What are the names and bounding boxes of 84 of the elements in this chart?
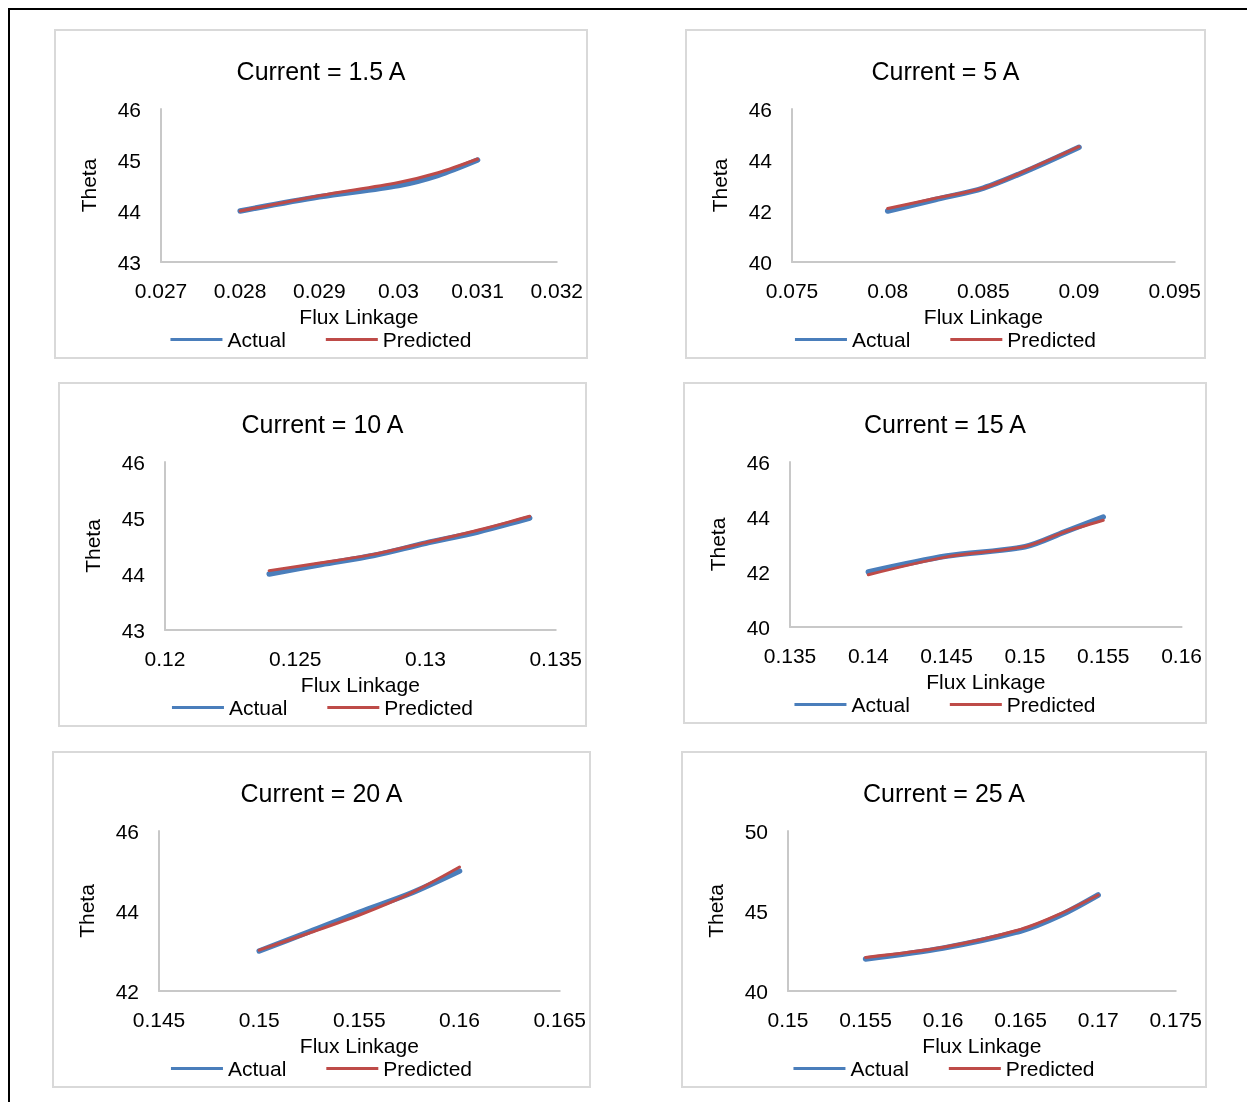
- y-tick-label: 45: [121, 506, 145, 530]
- y-tick-label: 45: [744, 899, 768, 923]
- x-tick-label: 0.15: [1004, 644, 1046, 667]
- legend-label: Predicted: [1005, 1057, 1095, 1080]
- x-tick-label: 0.16: [922, 1008, 964, 1031]
- x-axis-title: Flux Linkage: [300, 673, 420, 696]
- x-tick-label: 0.125: [268, 647, 322, 670]
- y-axis-title: Theta: [704, 883, 727, 938]
- y-axis-title: Theta: [706, 517, 729, 572]
- x-tick-label: 0.031: [451, 279, 504, 302]
- y-tick-label: 44: [117, 199, 142, 223]
- x-axis-title: Flux Linkage: [923, 305, 1043, 328]
- x-tick-label: 0.032: [530, 279, 584, 302]
- x-tick-label: 0.155: [1076, 644, 1130, 667]
- x-tick-label: 0.03: [378, 279, 419, 302]
- legend-label: Actual: [850, 1057, 909, 1080]
- y-tick-label: 43: [117, 250, 141, 274]
- y-tick-label: 43: [121, 618, 145, 642]
- legend-label: Actual: [227, 328, 286, 351]
- y-tick-label: 42: [746, 560, 770, 584]
- x-axis-title: Flux Linkage: [299, 1034, 419, 1057]
- y-tick-label: 46: [121, 450, 145, 474]
- legend-label: Actual: [851, 328, 911, 351]
- y-axis-title: Theta: [75, 883, 98, 938]
- y-axis-title: Theta: [81, 518, 104, 573]
- chart-title: Current = 1.5 A: [236, 56, 406, 85]
- x-axis-title: Flux Linkage: [299, 305, 419, 328]
- y-tick-label: 40: [748, 250, 772, 274]
- x-tick-label: 0.165: [533, 1008, 587, 1031]
- y-axis-title: Theta: [77, 158, 100, 213]
- x-tick-label: 0.075: [765, 279, 819, 302]
- x-tick-label: 0.16: [439, 1008, 480, 1031]
- x-tick-label: 0.175: [1149, 1008, 1203, 1031]
- y-tick-label: 42: [748, 199, 772, 223]
- y-tick-label: 42: [115, 979, 139, 1003]
- chart-title: Current = 15 A: [864, 409, 1027, 438]
- legend-label: Predicted: [384, 696, 474, 719]
- legend-label: Actual: [227, 1057, 287, 1080]
- x-tick-label: 0.16: [1161, 644, 1202, 667]
- x-tick-label: 0.135: [763, 644, 817, 667]
- x-tick-label: 0.145: [920, 644, 973, 667]
- y-axis-title: Theta: [708, 158, 731, 213]
- x-tick-label: 0.15: [238, 1008, 280, 1031]
- chart-title: Current = 25 A: [863, 778, 1026, 807]
- y-tick-label: 44: [746, 505, 771, 529]
- x-tick-label: 0.165: [994, 1008, 1047, 1031]
- legend-label: Actual: [228, 696, 288, 719]
- y-tick-label: 44: [121, 562, 146, 586]
- legend-label: Predicted: [1006, 693, 1096, 716]
- x-tick-label: 0.027: [134, 279, 188, 302]
- x-tick-label: 0.155: [839, 1008, 892, 1031]
- x-axis-title: Flux Linkage: [926, 670, 1046, 693]
- x-tick-label: 0.085: [957, 279, 1010, 302]
- x-tick-label: 0.095: [1148, 279, 1202, 302]
- y-tick-label: 46: [117, 97, 141, 121]
- y-tick-label: 44: [748, 148, 773, 172]
- x-axis-title: Flux Linkage: [922, 1034, 1042, 1057]
- y-tick-label: 46: [746, 450, 770, 474]
- x-tick-label: 0.09: [1058, 279, 1100, 302]
- y-tick-label: 50: [744, 819, 768, 843]
- legend-label: Actual: [851, 693, 910, 716]
- legend-label: Predicted: [382, 328, 472, 351]
- x-tick-label: 0.17: [1077, 1008, 1119, 1031]
- x-tick-label: 0.13: [405, 647, 446, 670]
- x-tick-label: 0.135: [529, 647, 583, 670]
- x-tick-label: 0.08: [867, 279, 909, 302]
- y-tick-label: 44: [115, 899, 140, 923]
- x-tick-label: 0.145: [132, 1008, 186, 1031]
- y-tick-label: 40: [744, 979, 768, 1003]
- x-tick-label: 0.028: [213, 279, 267, 302]
- chart-title: Current = 20 A: [240, 778, 403, 807]
- legend-label: Predicted: [383, 1057, 473, 1080]
- y-tick-label: 45: [117, 148, 141, 172]
- y-tick-label: 46: [115, 819, 139, 843]
- y-tick-label: 46: [748, 97, 772, 121]
- legend-label: Predicted: [1007, 328, 1097, 351]
- x-tick-label: 0.029: [293, 279, 346, 302]
- y-tick-label: 40: [746, 615, 770, 639]
- x-tick-label: 0.12: [144, 647, 186, 670]
- chart-title: Current = 5 A: [871, 56, 1020, 85]
- x-tick-label: 0.155: [333, 1008, 386, 1031]
- chart-title: Current = 10 A: [241, 409, 404, 438]
- x-tick-label: 0.15: [767, 1008, 809, 1031]
- x-tick-label: 0.14: [847, 644, 890, 667]
